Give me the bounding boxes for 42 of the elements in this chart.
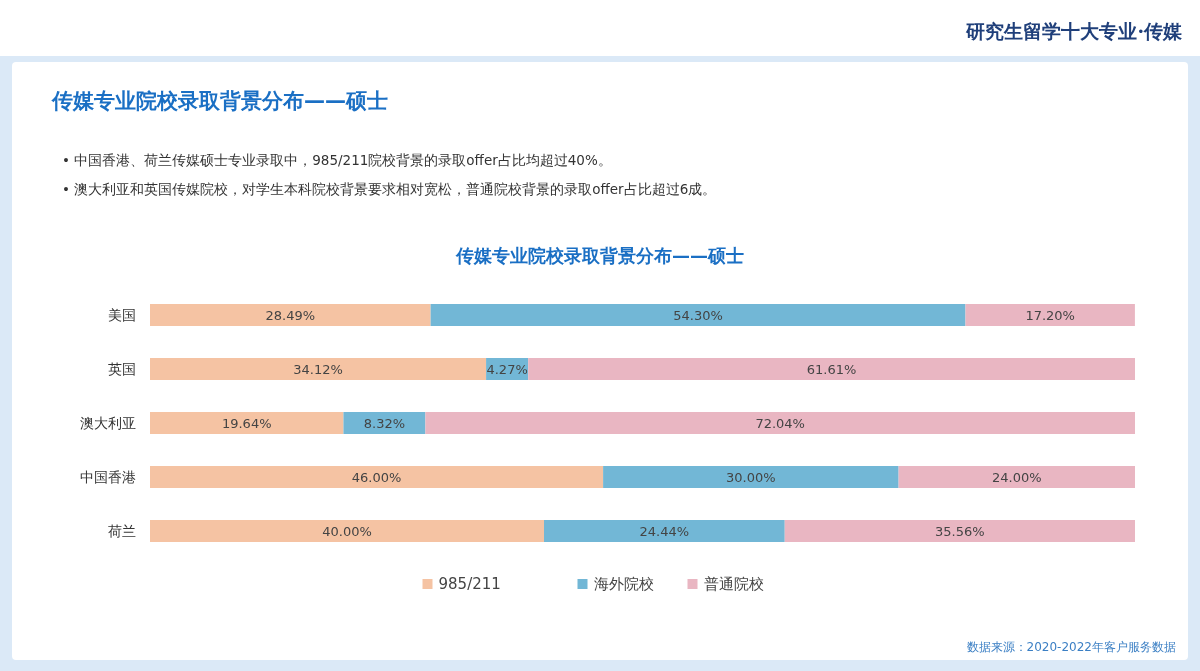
y-tick-label: 澳大利亚 — [80, 415, 136, 431]
bar — [430, 304, 966, 326]
bar — [150, 466, 604, 488]
bar — [784, 520, 1135, 542]
data-label: 72.04% — [755, 416, 805, 431]
data-label: 17.20% — [1025, 308, 1075, 323]
data-label: 61.61% — [806, 362, 857, 377]
bar — [603, 466, 899, 488]
bar — [544, 520, 785, 542]
data-label: 34.12% — [293, 362, 343, 377]
data-label: 40.00% — [322, 524, 372, 539]
data-label: 8.32% — [363, 416, 406, 431]
data-label: 46.00% — [351, 470, 402, 485]
legend-label: 985/211 — [438, 575, 501, 593]
bar — [150, 358, 487, 380]
bar — [150, 304, 431, 326]
bar — [425, 412, 1135, 434]
chart-subtitle: 传媒专业院校录取背景分布——硕士 — [455, 245, 744, 266]
bar — [965, 304, 1135, 326]
data-label: 19.64% — [221, 416, 272, 431]
data-label: 35.56% — [935, 524, 985, 539]
y-tick-label: 中国香港 — [80, 469, 136, 485]
legend-label: 普通院校 — [703, 575, 764, 593]
text: • 中国香港、荷兰传媒硕士专业录取中，985/211院校背景的录取offer占比均超过40%。 — [62, 152, 612, 168]
chart-title: 传媒专业院校录取背景分布——硕士 — [51, 89, 388, 113]
y-tick-label: 英国 — [108, 361, 136, 377]
bar — [898, 466, 1135, 488]
legend-label: 海外院校 — [593, 575, 654, 593]
text: 研究生留学十大专业·传媒 — [965, 20, 1183, 42]
y-tick-label: 荷兰 — [108, 523, 136, 539]
text: • 澳大利亚和英国传媒院校，对学生本科院校背景要求相对宽松，普通院校背景的录取offer占比超过6成。 — [62, 181, 717, 197]
data-label: 54.30% — [673, 308, 723, 323]
data-label: 30.00% — [726, 470, 776, 485]
data-label: 4.27% — [486, 362, 528, 377]
bar — [528, 358, 1135, 380]
data-label: 28.49% — [265, 308, 316, 323]
y-tick-label: 美国 — [108, 307, 136, 323]
data-label: 24.44% — [639, 524, 690, 539]
bar — [150, 412, 344, 434]
data-label: 24.00% — [992, 470, 1042, 485]
source-note: 数据来源：2020-2022年客户服务数据 — [966, 640, 1176, 654]
bar — [150, 520, 544, 542]
